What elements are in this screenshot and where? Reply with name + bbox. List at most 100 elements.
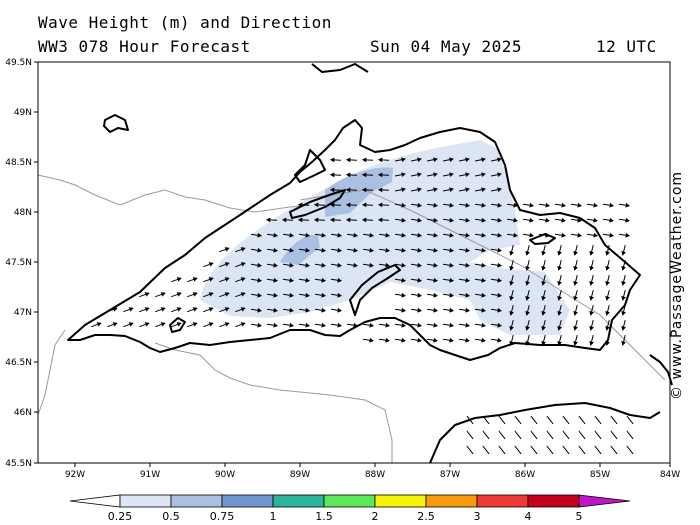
wave-arrow-head — [497, 262, 502, 268]
wave-arrow-head — [449, 262, 454, 268]
wave-arrow-head — [509, 251, 514, 256]
colorbar — [69, 494, 631, 508]
wave-arrow-head — [417, 337, 422, 343]
wave-arrow-head — [353, 247, 358, 253]
wave-arrow-head — [509, 311, 514, 316]
wave-arrow-head — [561, 232, 566, 238]
wave-arrow-head — [345, 172, 351, 178]
wave-arrow-head — [433, 202, 438, 208]
wave-arrow-head — [240, 277, 246, 282]
colorbar-segment — [425, 494, 478, 508]
colorbar-labels: 0.25 0.5 0.75 1 1.5 2 2.5 3 4 5 — [108, 510, 583, 523]
wave-arrow-head — [345, 202, 351, 208]
wave-arrow-head — [497, 217, 502, 223]
wave-arrow-head — [377, 187, 383, 193]
wave-arrow-head — [289, 277, 294, 283]
wave-arrow-head — [224, 247, 230, 252]
wave-arrow-head — [417, 217, 422, 223]
wave-arrow-head — [257, 232, 262, 238]
wave-zone-mid — [325, 167, 393, 217]
wave-arrow-head — [545, 202, 550, 208]
wave-arrow-head — [589, 311, 594, 316]
wave-arrow-head — [497, 202, 502, 208]
wave-arrow-head — [337, 262, 342, 268]
wave-arrow-head — [609, 217, 614, 223]
lat-label: 49N — [14, 108, 32, 118]
wave-arrow-head — [465, 262, 470, 268]
wave-arrow-head — [557, 251, 562, 256]
wave-arrow-head — [589, 296, 594, 301]
colorbar-tick-label: 0.5 — [162, 510, 180, 523]
wave-arrow-head — [509, 266, 514, 271]
wave-arrow-head — [289, 307, 294, 313]
wave-arrow-head — [529, 232, 534, 238]
wave-arrow-head — [377, 157, 383, 163]
colorbar-segment — [323, 494, 376, 508]
wave-arrow — [546, 430, 554, 440]
wave-arrow-head — [573, 251, 578, 256]
wave-arrow-head — [313, 217, 319, 223]
lake-nipigon — [103, 114, 129, 133]
wave-arrow-head — [589, 341, 594, 346]
wave-arrow-head — [224, 262, 230, 267]
wave-arrow-head — [401, 292, 406, 298]
wave-arrow — [498, 445, 506, 455]
wave-arrow-head — [337, 307, 342, 313]
wave-arrow-head — [449, 187, 454, 192]
colorbar-segment — [374, 494, 427, 508]
wave-arrow-head — [345, 217, 351, 223]
wave-arrow-head — [433, 247, 438, 253]
wave-arrow-head — [176, 277, 182, 282]
wave-arrow-head — [144, 292, 150, 297]
wave-arrow-head — [329, 172, 335, 178]
wave-arrow-head — [433, 172, 438, 177]
wave-arrow-head — [385, 247, 390, 253]
wave-arrow-head — [525, 266, 530, 271]
wave-arrow-head — [497, 307, 502, 313]
wave-arrow-head — [541, 266, 546, 271]
wave-arrow-head — [192, 277, 198, 282]
wave-arrow-head — [160, 307, 166, 312]
wave-arrow-head — [417, 157, 422, 162]
wave-arrow-head — [321, 322, 326, 328]
lon-label: 84W — [660, 470, 680, 480]
wave-arrow-head — [289, 262, 294, 268]
wave-arrow-head — [577, 232, 582, 238]
isle-royale — [289, 189, 346, 219]
wave-arrow-head — [208, 277, 214, 282]
wave-arrow — [610, 430, 618, 440]
wave-arrow-head — [208, 322, 214, 327]
wave-arrow-head — [369, 322, 374, 328]
lon-label: 92W — [65, 470, 85, 480]
wave-arrow-head — [240, 292, 246, 297]
wave-arrow-head — [541, 311, 546, 316]
wave-arrow-head — [577, 217, 582, 223]
wave-arrow-head — [96, 322, 102, 327]
wave-arrow-head — [465, 202, 470, 208]
wave-arrow-head — [465, 322, 470, 328]
wave-zone-light — [200, 140, 570, 335]
wave-arrow-head — [144, 307, 150, 312]
wave-arrow-head — [605, 281, 610, 286]
wave-arrow — [466, 415, 474, 425]
wave-arrow — [530, 430, 538, 440]
wave-arrow-head — [497, 277, 502, 283]
wave-arrow-head — [192, 322, 198, 327]
lon-label: 90W — [215, 470, 235, 480]
wave-arrow — [514, 415, 522, 425]
colorbar-segment — [170, 494, 223, 508]
lat-label: 48.5N — [5, 158, 32, 168]
wave-arrow-head — [160, 292, 166, 297]
wave-arrow-head — [417, 247, 422, 253]
wave-arrow-head — [541, 281, 546, 286]
wave-arrow-head — [321, 232, 326, 238]
wave-arrow-head — [525, 311, 530, 316]
wave-arrow-head — [273, 262, 278, 268]
wave-arrow-head — [321, 262, 326, 268]
wave-arrow-head — [481, 157, 486, 162]
wave-arrow-head — [465, 337, 470, 343]
wave-arrow-head — [481, 292, 486, 298]
wave-arrow-head — [321, 277, 326, 283]
wave-arrow — [482, 415, 490, 425]
colorbar-tick-label: 2.5 — [417, 510, 435, 523]
